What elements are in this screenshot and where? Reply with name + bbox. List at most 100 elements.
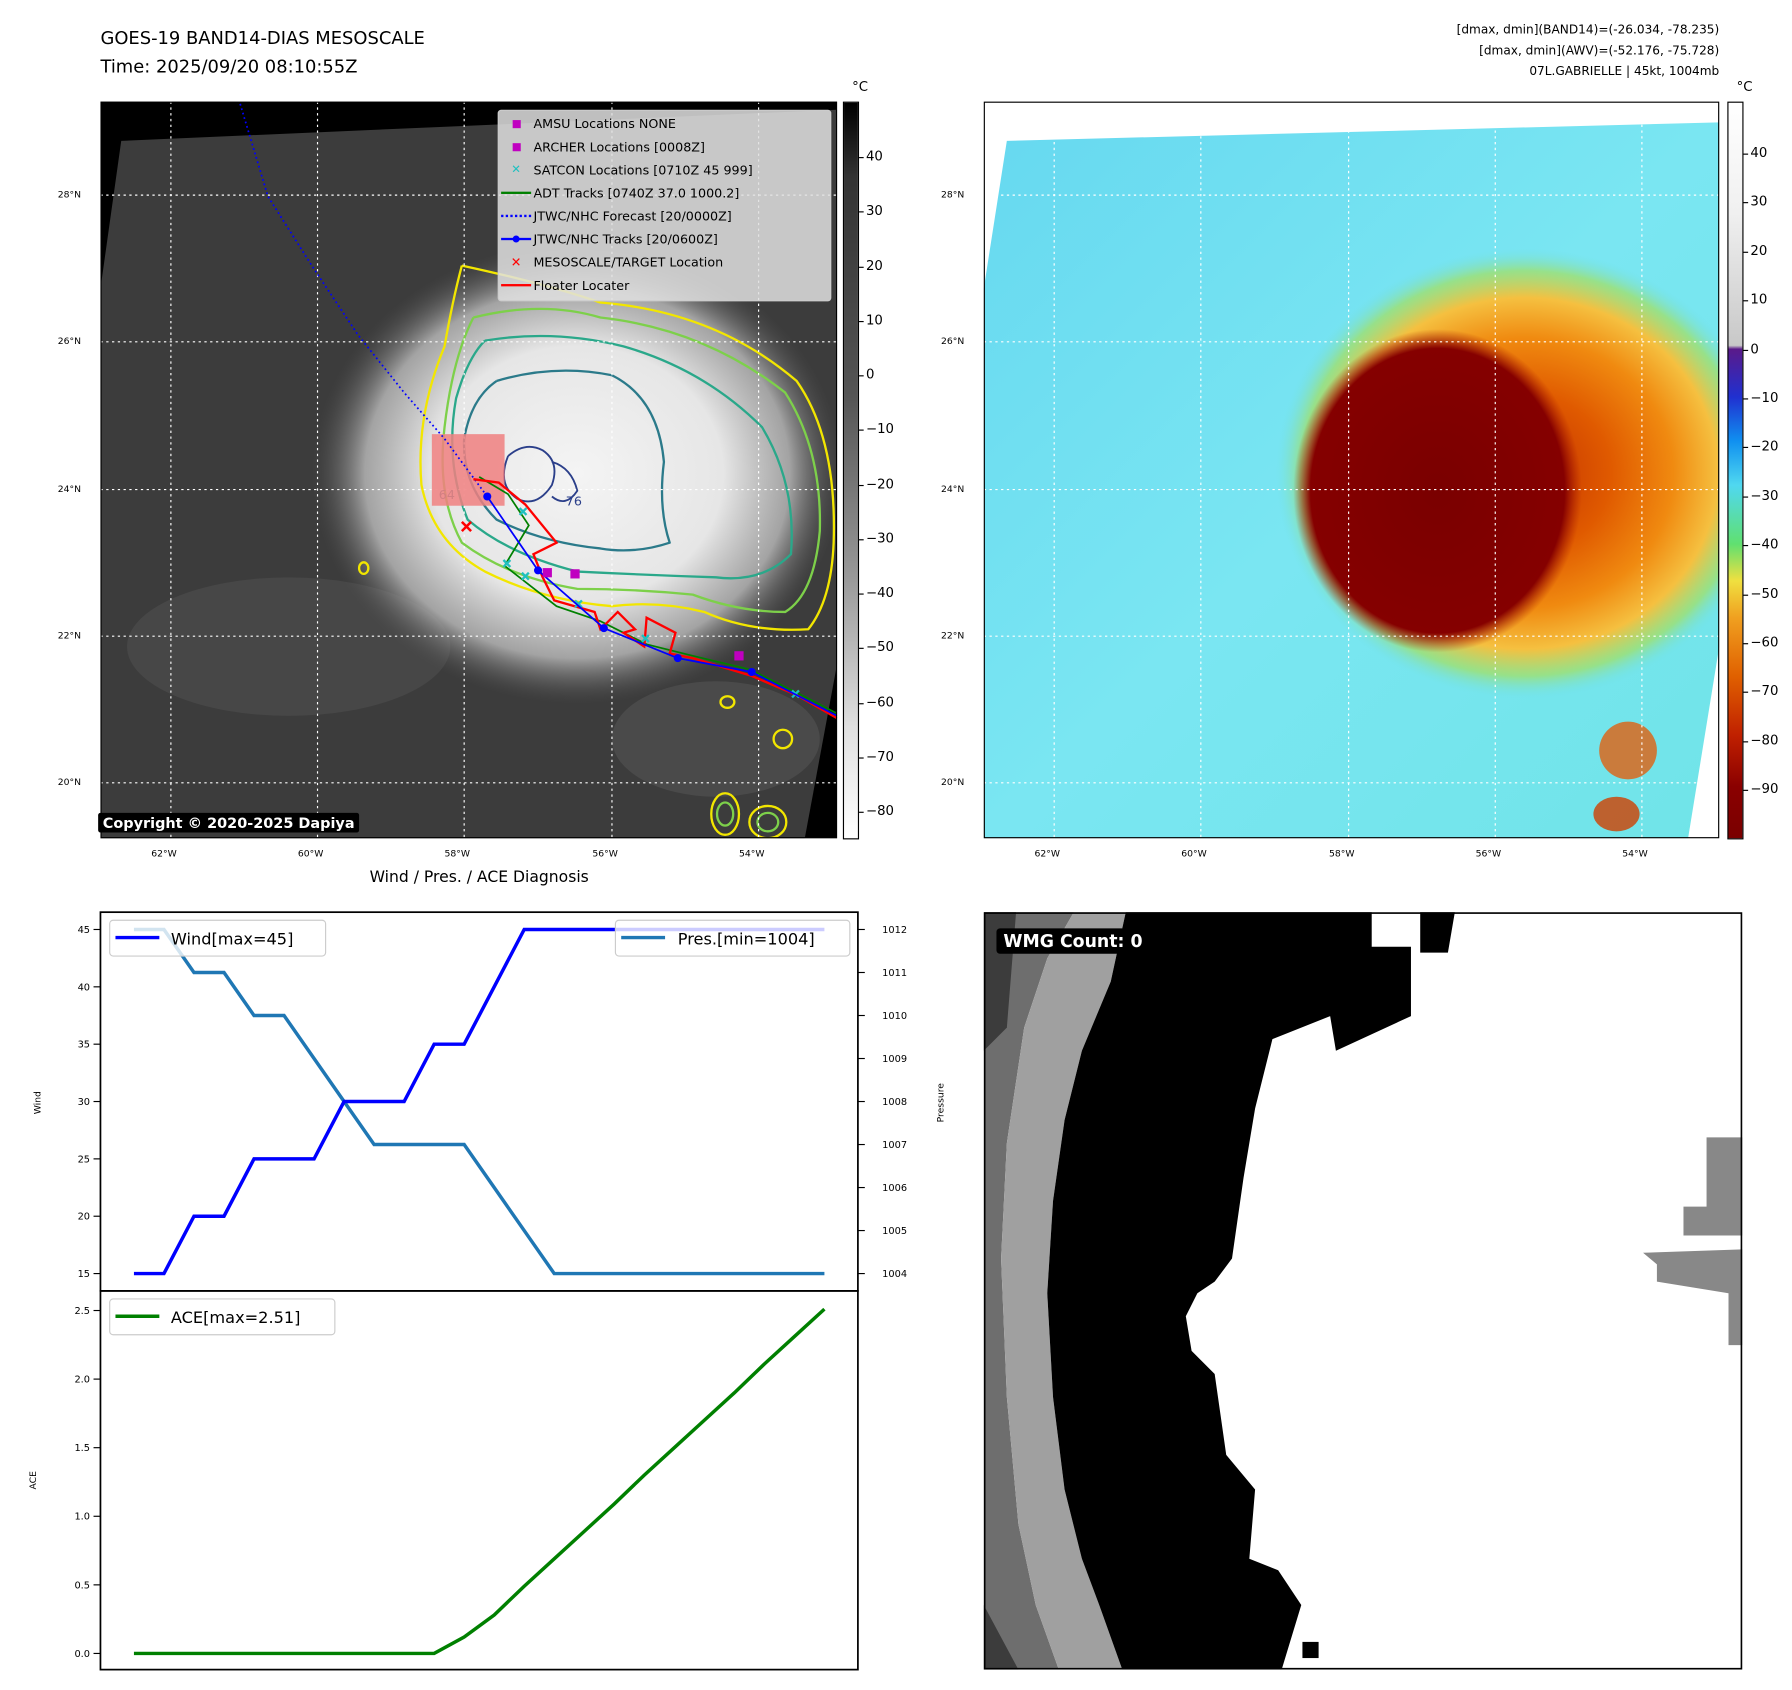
colorbar-tick xyxy=(1743,300,1749,302)
x-tick: 62°W xyxy=(1034,848,1061,860)
copyright-label: Copyright © 2020-2025 Dapiya xyxy=(98,812,360,833)
ir-map-frame xyxy=(100,101,838,839)
dotted-line-icon xyxy=(499,208,534,224)
colorbar-tick xyxy=(1743,153,1749,155)
colorbar-tick xyxy=(1743,251,1749,253)
colorbar-tick xyxy=(859,484,864,486)
colorbar-tick xyxy=(859,702,864,704)
colorbar-ir xyxy=(842,101,860,840)
colorbar-tick xyxy=(1743,741,1749,743)
wind-y-tick-label: 15 xyxy=(78,1269,90,1280)
wind-y-tick-label: 45 xyxy=(78,925,90,936)
legend-item-floater: Floater Locater xyxy=(499,274,629,297)
ace-y-tick-label: 2.5 xyxy=(74,1306,90,1317)
ir-map: 64 76 xyxy=(100,101,838,839)
pressure-line xyxy=(133,927,825,1276)
colorbar-tick-label: 30 xyxy=(1750,193,1768,210)
x-tick: 56°W xyxy=(592,848,618,860)
colorbar-tick xyxy=(1743,496,1749,498)
x-tick: 60°W xyxy=(1181,848,1207,860)
wind-axis-label: Wind xyxy=(32,1091,43,1114)
mesoscale-target-marker xyxy=(460,520,472,533)
floater-box xyxy=(431,434,505,506)
colorbar-tick-label: −50 xyxy=(865,638,895,655)
x-marker-icon: ✕ xyxy=(511,163,521,177)
colorbar-tick xyxy=(1743,643,1749,645)
colorbar-tick-label: 20 xyxy=(1750,242,1768,259)
pressure-y-tick-label: 1012 xyxy=(882,925,907,936)
ace-axes xyxy=(99,1290,859,1671)
colorbar-tick xyxy=(859,538,864,541)
wind-y-tick-label: 35 xyxy=(78,1040,90,1051)
colorbar-tick xyxy=(859,211,864,213)
wind-pressure-axes xyxy=(99,911,859,1292)
y-tick: 28°N xyxy=(941,189,965,200)
colorbar-tick-label: −60 xyxy=(1750,633,1779,651)
colorbar-tick-label: 0 xyxy=(1750,340,1759,357)
legend-item-forecast: JTWC/NHC Forecast [20/0000Z] xyxy=(499,204,732,227)
ace-y-tick-label: 1.0 xyxy=(74,1512,90,1523)
colorbar-tick xyxy=(1743,398,1749,400)
pressure-legend-label: Pres.[min=1004] xyxy=(678,929,815,948)
x-tick: 60°W xyxy=(297,848,324,860)
colorbar-tick xyxy=(859,266,864,268)
x-tick: 58°W xyxy=(444,848,471,860)
colorbar-tick-label: −30 xyxy=(865,529,895,546)
x-tick: 56°W xyxy=(1475,848,1502,860)
legend-item-archer: ARCHER Locations [0008Z] xyxy=(499,135,705,158)
line-icon xyxy=(499,185,534,201)
colorbar-tick-label: 30 xyxy=(865,202,883,219)
wmg-region-light xyxy=(1001,912,1126,1670)
colorbar-tick xyxy=(1743,447,1749,449)
wmg-region-gray xyxy=(1643,1249,1743,1346)
colorbar-tick xyxy=(859,375,864,377)
pressure-y-tick-label: 1005 xyxy=(882,1226,907,1237)
adt-track xyxy=(478,476,838,715)
pressure-y-tick-label: 1010 xyxy=(882,1011,907,1022)
colorbar-awv xyxy=(1727,101,1744,840)
colorbar-tick-label: −80 xyxy=(1750,731,1779,748)
colorbar-tick-label: −70 xyxy=(865,747,895,765)
ace-y-tick-label: 1.5 xyxy=(74,1443,90,1454)
y-tick: 24°N xyxy=(57,483,82,495)
colorbar-tick-label: 10 xyxy=(1750,291,1768,308)
wind-y-tick-label: 25 xyxy=(78,1154,90,1165)
floater-locater-track xyxy=(473,478,838,720)
square-marker-icon xyxy=(499,139,534,155)
square-marker-icon xyxy=(499,115,534,131)
awv-map xyxy=(983,101,1720,839)
wmg-panel xyxy=(983,912,1743,1670)
pressure-y-tick-label: 1007 xyxy=(882,1140,907,1151)
band14-range: [dmax, dmin](BAND14)=(-26.034, -78.235) xyxy=(1456,23,1720,37)
colorbar-tick-label: −50 xyxy=(1750,584,1779,602)
wind-y-tick-label: 40 xyxy=(78,982,90,993)
pressure-y-tick-label: 1004 xyxy=(882,1269,907,1280)
ace-axis-label: ACE xyxy=(28,1471,39,1490)
line-icon xyxy=(499,277,534,293)
colorbar-tick xyxy=(1743,692,1749,694)
colorbar-tick-label: −10 xyxy=(865,420,895,437)
y-tick: 24°N xyxy=(941,483,965,495)
colorbar-tick xyxy=(859,320,864,322)
colorbar-tick-label: −10 xyxy=(1750,389,1779,406)
colorbar-tick xyxy=(859,757,864,759)
storm-cloud xyxy=(311,242,838,705)
awv-range: [dmax, dmin](AWV)=(-52.176, -75.728) xyxy=(1479,43,1720,58)
contour-yellow xyxy=(419,264,836,631)
line-dot-icon xyxy=(499,231,534,247)
colorbar-tick xyxy=(1743,349,1749,351)
colorbar-tick xyxy=(1743,202,1749,204)
colorbar-tick xyxy=(1743,545,1749,547)
legend-item-satcon: ✕ SATCON Locations [0710Z 45 999] xyxy=(499,158,752,181)
colorbar-tick-label: 10 xyxy=(865,311,883,328)
colorbar-tick-label: 40 xyxy=(865,147,883,164)
colorbar-tick-label: −60 xyxy=(865,693,895,710)
chart-title: Wind / Pres. / ACE Diagnosis xyxy=(369,868,589,887)
ace-y-tick-label: 0.5 xyxy=(74,1580,90,1591)
colorbar-unit: °C xyxy=(852,78,869,95)
colorbar-tick-label: −80 xyxy=(865,802,895,819)
storm-core xyxy=(1293,329,1582,653)
time-label: Time: 2025/09/20 08:10:55Z xyxy=(100,56,358,78)
jtwc-track xyxy=(486,496,838,717)
wind-y-tick-label: 20 xyxy=(78,1212,90,1223)
